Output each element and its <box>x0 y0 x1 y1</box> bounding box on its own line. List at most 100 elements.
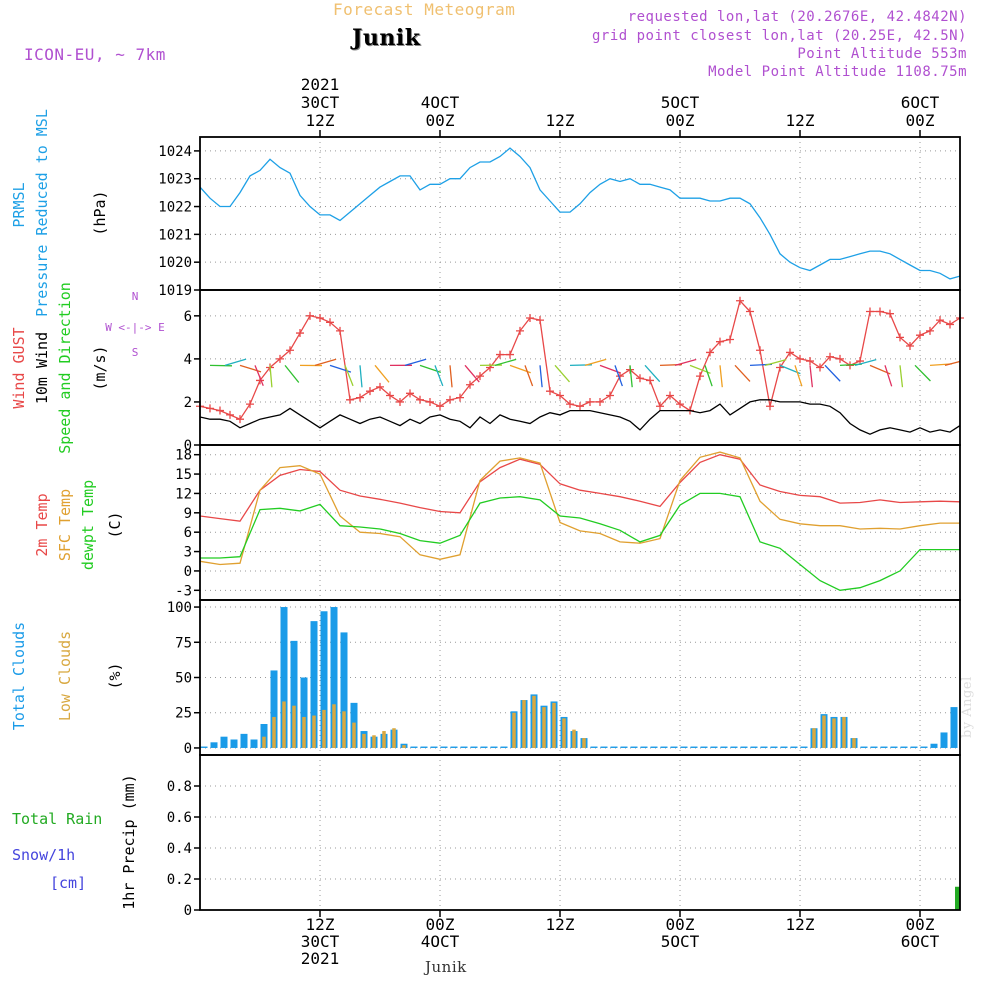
low-cloud-bar <box>342 711 346 748</box>
rain-label: Total Rain <box>12 810 102 828</box>
bottom-time-label: 12Z <box>306 915 335 934</box>
gust-marker <box>776 363 784 372</box>
low-cloud-bar <box>0 675 4 748</box>
bottom-time-label: 5OCT <box>661 932 700 951</box>
gust-marker <box>586 397 594 406</box>
gust-marker <box>596 397 604 406</box>
wind-direction-arrow <box>794 365 803 387</box>
wind-direction-arrow <box>524 365 534 387</box>
temp2m-label: 2m Temp <box>33 493 51 556</box>
gust-marker <box>506 350 514 359</box>
top-time-label: 12Z <box>306 111 335 130</box>
low-cloud-bar <box>552 702 556 748</box>
low-cloud-bar <box>562 718 566 748</box>
top-time-label: 12Z <box>546 111 575 130</box>
total-cloud-bar <box>0 607 7 748</box>
gust-marker <box>786 348 794 357</box>
gust-marker <box>916 331 924 340</box>
wind-direction-arrow <box>224 358 247 366</box>
gust-marker <box>736 296 744 305</box>
total-cloud-bar <box>220 736 228 748</box>
total-cloud-bar <box>790 746 798 748</box>
total-cloud-bar <box>940 732 948 748</box>
gust-marker <box>416 395 424 404</box>
credit-watermark: by Angel <box>960 676 975 738</box>
precip-ytick-label: 0 <box>184 903 192 919</box>
pressure-ytick-label: 1024 <box>158 144 192 160</box>
gust-marker <box>946 320 954 329</box>
gust-marker <box>796 354 804 363</box>
gust-marker <box>896 333 904 342</box>
gust-marker <box>526 313 534 322</box>
total-cloud-bar <box>230 739 238 748</box>
gust-marker <box>246 400 254 409</box>
total-cloud-bar <box>280 607 288 748</box>
low-cloud-bar <box>262 736 266 748</box>
wind-ytick-label: 6 <box>184 309 192 325</box>
gust-marker <box>216 406 224 415</box>
total-cloud-label: Total Clouds <box>10 622 28 730</box>
gust-marker <box>666 391 674 400</box>
total-cloud-bar <box>600 746 608 748</box>
total-cloud-bar <box>410 746 418 748</box>
wind-direction-arrow <box>674 358 697 366</box>
gust-marker <box>516 326 524 335</box>
total-cloud-bar <box>750 746 758 748</box>
bottom-time-label: 2021 <box>301 949 340 968</box>
top-time-label: 4OCT <box>421 93 460 112</box>
total-cloud-bar <box>430 746 438 748</box>
top-time-label: 00Z <box>666 111 695 130</box>
gust-marker <box>306 311 314 320</box>
low-cloud-bar <box>0 649 4 748</box>
gust-marker <box>696 372 704 381</box>
pressure-line <box>200 147 960 280</box>
total-cloud-bar <box>860 746 868 748</box>
wind-direction-arrow <box>644 364 661 383</box>
gust-marker <box>366 387 374 396</box>
total-cloud-bar <box>450 746 458 748</box>
wind-direction-arrow <box>254 365 264 386</box>
clouds-ytick-label: 50 <box>175 671 192 687</box>
total-cloud-bar <box>780 746 788 748</box>
low-cloud-bar <box>0 661 4 748</box>
bottom-time-label: 12Z <box>546 915 575 934</box>
gust-marker <box>496 350 504 359</box>
wind-direction-arrow <box>884 365 893 387</box>
wind-unit-label: (m/s) <box>91 345 109 390</box>
low-cloud-bar <box>0 656 4 748</box>
bottom-time-label: 4OCT <box>421 932 460 951</box>
gust-marker <box>806 357 814 366</box>
temperature-ytick-label: 3 <box>184 545 192 561</box>
low-cloud-bar <box>512 712 516 748</box>
wind-direction-arrow <box>854 359 877 366</box>
total-cloud-bar <box>640 746 648 748</box>
bottom-time-label: 00Z <box>906 915 935 934</box>
total-cloud-bar <box>470 746 478 748</box>
gust-marker <box>566 400 574 409</box>
dewpt-label: dewpt Temp <box>79 480 97 570</box>
wind-frame <box>199 289 961 446</box>
wind-direction-arrow <box>539 365 543 388</box>
total-cloud-bar <box>320 611 328 748</box>
wind-direction-arrow <box>614 365 623 387</box>
total-cloud-bar <box>660 746 668 748</box>
wind-direction-arrow <box>734 364 751 382</box>
top-time-label: 30CT <box>301 93 340 112</box>
gust-marker <box>656 402 664 411</box>
gust-marker <box>746 307 754 316</box>
low-cloud-bar <box>352 722 356 748</box>
gust-marker <box>646 376 654 385</box>
compass-west-east: W <-|-> E <box>105 321 165 334</box>
total-cloud-bar <box>950 707 958 748</box>
low-cloud-bar <box>312 715 316 748</box>
total-cloud-bar <box>340 632 348 748</box>
gust-marker <box>546 387 554 396</box>
wind-direction-arrow <box>584 358 607 366</box>
total-cloud-bar <box>500 746 508 748</box>
precip-ytick-label: 0.6 <box>167 810 192 826</box>
bottom-time-label: 00Z <box>426 915 455 934</box>
wind-direction-arrow <box>719 365 723 388</box>
total-cloud-bar <box>0 607 7 748</box>
wind-direction-arrow <box>434 365 444 387</box>
top-time-label: 5OCT <box>661 93 700 112</box>
